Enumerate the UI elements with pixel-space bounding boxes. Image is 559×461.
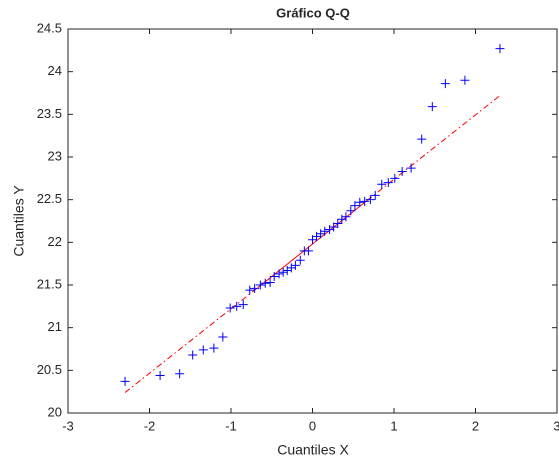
data-point xyxy=(383,178,393,188)
data-point xyxy=(225,303,235,313)
y-tick-label: 23 xyxy=(48,148,62,163)
data-point xyxy=(245,285,255,295)
y-tick-label: 24 xyxy=(48,63,62,78)
data-point xyxy=(303,246,313,256)
x-tick-label: -1 xyxy=(225,418,237,433)
data-point xyxy=(295,255,305,265)
data-point xyxy=(397,167,407,177)
y-tick-label: 21 xyxy=(48,319,62,334)
data-point xyxy=(377,179,387,189)
data-point xyxy=(155,370,165,380)
data-point xyxy=(260,278,270,288)
data-point xyxy=(460,75,470,85)
data-point xyxy=(175,369,185,379)
x-tick-label: -3 xyxy=(62,418,74,433)
y-tick-label: 20.5 xyxy=(37,362,62,377)
data-point xyxy=(290,260,300,270)
y-tick-label: 22.5 xyxy=(37,191,62,206)
data-point xyxy=(188,350,198,360)
data-point xyxy=(495,44,505,54)
data-point xyxy=(255,280,265,290)
data-point xyxy=(333,219,343,229)
x-tick-label: 3 xyxy=(553,418,559,433)
data-point xyxy=(278,267,288,277)
x-axis-label: Cuantiles X xyxy=(277,442,349,458)
y-tick-label: 20 xyxy=(48,404,62,419)
data-point xyxy=(232,301,242,311)
data-point xyxy=(274,269,284,279)
data-point xyxy=(198,345,208,355)
y-axis-label: Cuantiles Y xyxy=(11,185,27,257)
data-point xyxy=(218,332,228,342)
y-tick-label: 24.5 xyxy=(37,20,62,35)
data-point xyxy=(269,271,279,281)
x-tick-label: 2 xyxy=(472,418,479,433)
y-tick-label: 21.5 xyxy=(37,276,62,291)
data-point xyxy=(427,102,437,112)
data-point xyxy=(350,201,360,211)
data-point xyxy=(360,196,370,206)
x-tick-label: 0 xyxy=(309,418,316,433)
data-point xyxy=(250,283,260,293)
data-point xyxy=(265,277,275,287)
reference-line xyxy=(124,287,259,393)
data-point xyxy=(341,212,351,222)
data-point xyxy=(440,79,450,89)
chart-title: Gráfico Q-Q xyxy=(276,5,350,20)
data-point xyxy=(365,195,375,205)
data-point xyxy=(355,197,365,207)
data-point xyxy=(209,343,219,353)
data-point xyxy=(320,226,330,236)
data-point xyxy=(390,173,400,183)
x-tick-label: 1 xyxy=(390,418,397,433)
data-point xyxy=(120,376,130,386)
data-point xyxy=(238,300,248,310)
x-tick-label: -2 xyxy=(144,418,156,433)
y-tick-label: 23.5 xyxy=(37,106,62,121)
data-point xyxy=(417,134,427,144)
data-point xyxy=(370,190,380,200)
y-tick-label: 22 xyxy=(48,234,62,249)
data-point xyxy=(406,163,416,173)
data-point xyxy=(346,206,356,216)
